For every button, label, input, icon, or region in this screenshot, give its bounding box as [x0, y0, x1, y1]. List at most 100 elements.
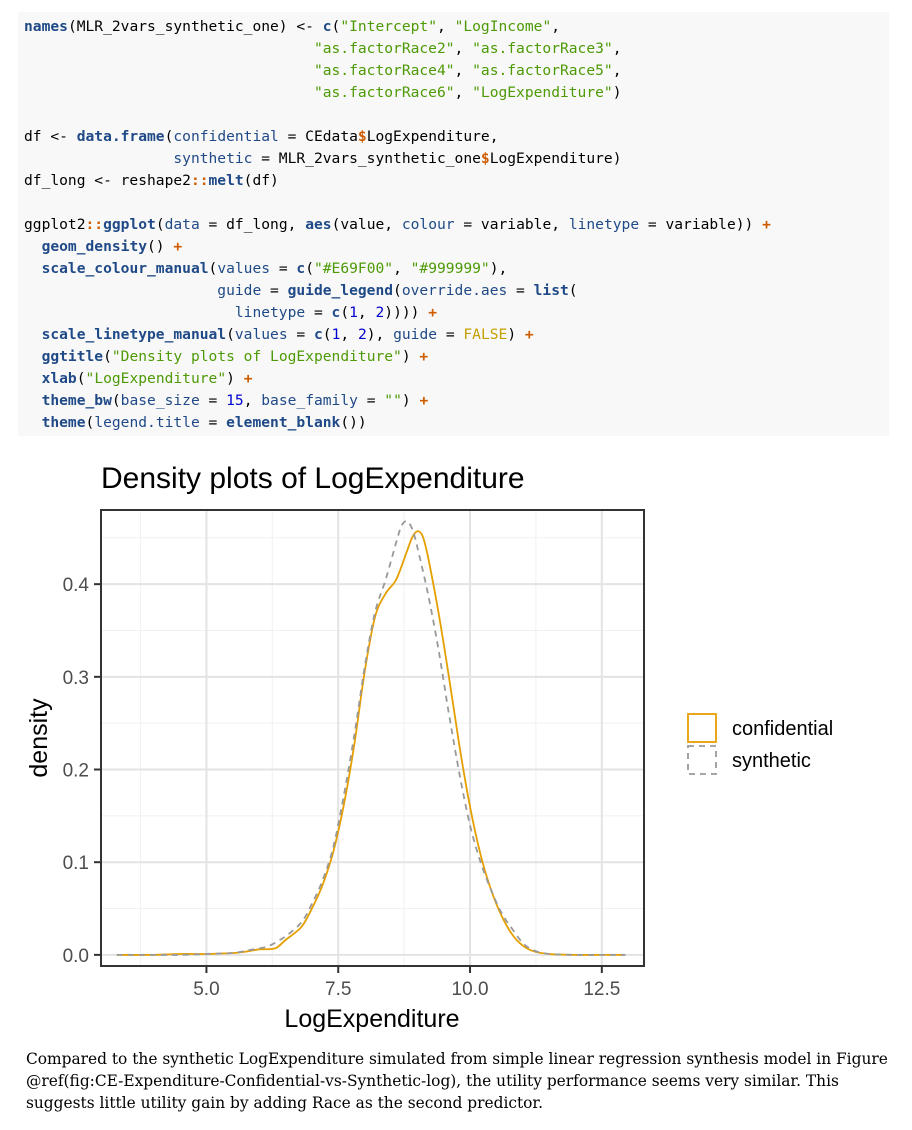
code-token: ,: [393, 260, 411, 277]
code-token: theme: [41, 414, 86, 431]
code-token: ggplot: [103, 216, 156, 233]
y-tick-label: 0.3: [63, 668, 89, 689]
code-token: (: [164, 128, 174, 145]
code-token: [24, 40, 314, 57]
code-token: c: [313, 326, 323, 343]
figure-caption: Compared to the synthetic LogExpenditure…: [26, 1048, 888, 1114]
code-line: ggplot2::ggplot(data = df_long, aes(valu…: [24, 214, 771, 236]
code-token: df_long <- reshape2: [24, 172, 191, 189]
code-token: 15: [226, 392, 244, 409]
code-token: ()): [340, 414, 367, 431]
code-token: ,: [243, 392, 262, 409]
code-token: df <-: [24, 128, 77, 145]
code-token: base_family: [261, 392, 358, 409]
code-token: (: [568, 282, 578, 299]
code-token: [24, 326, 42, 343]
caption-line: @ref(fig:CE-Expenditure-Confidential-vs-…: [26, 1072, 839, 1090]
caption-line: suggests little utility gain by adding R…: [26, 1094, 543, 1112]
code-token: "as.factorRace5": [472, 62, 613, 79]
code-token: legend.title: [94, 414, 200, 431]
code-token: scale_colour_manual: [41, 260, 209, 277]
code-token: 2: [357, 326, 367, 343]
legend-label: confidential: [732, 718, 833, 740]
code-token: "as.factorRace2": [313, 40, 455, 57]
code-token: ): [401, 392, 420, 409]
code-token: 2: [375, 304, 385, 321]
code-token: ,: [357, 304, 376, 321]
code-token: (value,: [331, 216, 402, 233]
code-token: [24, 304, 235, 321]
code-token: guide: [217, 282, 262, 299]
density-figure: Density plots of LogExpenditure 5.0 7.5 10…: [25, 462, 833, 1033]
code-token: (: [103, 348, 112, 365]
code-token: FALSE: [463, 326, 508, 343]
code-token: [24, 392, 42, 409]
code-token: ,: [454, 84, 473, 101]
code-token: 1: [331, 326, 341, 343]
code-line: names(MLR_2vars_synthetic_one) <- c("Int…: [24, 16, 560, 38]
code-token: (df): [243, 172, 279, 189]
legend-key-synthetic: [687, 745, 717, 775]
code-token: melt: [208, 172, 244, 189]
code-token: list: [533, 282, 569, 299]
code-token: (: [85, 414, 95, 431]
x-tick-label: 7.5: [325, 979, 351, 1000]
x-axis: 5.0 7.5 10.0 12.5: [193, 966, 620, 1000]
code-token: +: [524, 326, 534, 343]
code-token: ,: [612, 62, 622, 79]
code-token: "as.factorRace6": [313, 84, 455, 101]
code-token: data.frame: [76, 128, 165, 145]
code-token: "LogExpenditure": [472, 84, 613, 101]
x-tick-label: 12.5: [583, 979, 620, 1000]
code-token: scale_linetype_manual: [41, 326, 227, 343]
y-tick-label: 0.2: [63, 761, 89, 782]
chart-title: Density plots of LogExpenditure: [101, 462, 525, 495]
code-token: values: [217, 260, 271, 277]
code-token: ),: [489, 260, 508, 277]
legend: confidential synthetic: [687, 713, 833, 775]
code-block: names(MLR_2vars_synthetic_one) <- c("Int…: [18, 12, 889, 436]
code-token: "": [384, 392, 402, 409]
code-token: = variable)): [639, 216, 763, 233]
code-token: data: [164, 216, 200, 233]
code-token: 1: [349, 304, 358, 321]
code-line: scale_colour_manual(values = c("#E69F00"…: [24, 258, 508, 280]
code-token: theme_bw: [41, 392, 112, 409]
code-token: aes: [305, 216, 332, 233]
code-token: "Intercept": [340, 18, 437, 35]
code-token: (: [155, 216, 165, 233]
code-token: (MLR_2vars_synthetic_one) <-: [67, 18, 323, 35]
code-token: +: [428, 304, 438, 321]
code-line: "as.factorRace6", "LogExpenditure"): [24, 82, 622, 104]
code-token: [24, 370, 42, 387]
code-token: ggtitle: [41, 348, 104, 365]
code-token: = CEdata: [278, 128, 358, 145]
x-tick-label: 10.0: [452, 979, 489, 1000]
code-token: $: [480, 150, 490, 167]
y-axis-label: density: [25, 698, 53, 778]
code-line: "as.factorRace2", "as.factorRace3",: [24, 38, 622, 60]
code-token: =: [261, 282, 288, 299]
code-token: synthetic: [173, 150, 253, 167]
code-token: c: [331, 304, 341, 321]
code-token: (: [340, 304, 350, 321]
code-line: xlab("LogExpenditure") +: [24, 368, 253, 390]
code-token: linetype: [568, 216, 640, 233]
code-token: ),: [366, 326, 394, 343]
code-line: synthetic = MLR_2vars_synthetic_one$LogE…: [24, 148, 621, 170]
x-tick-label: 5.0: [193, 979, 219, 1000]
code-token: names: [24, 18, 68, 35]
code-token: c: [322, 18, 332, 35]
code-line: linetype = c(1, 2)))) +: [24, 302, 437, 324]
code-token: [24, 238, 42, 255]
series-layer: [116, 520, 626, 956]
y-axis: 0.0 0.1 0.2 0.3 0.4: [63, 575, 101, 967]
code-token: [24, 84, 314, 101]
plot-border: [100, 509, 645, 967]
code-token: guide: [393, 326, 438, 343]
code-token: +: [243, 370, 253, 387]
code-token: ,: [340, 326, 358, 343]
code-token: "Density plots of LogExpenditure": [111, 348, 402, 365]
series-line-confidential: [116, 530, 626, 956]
x-axis-label: LogExpenditure: [284, 1005, 459, 1033]
